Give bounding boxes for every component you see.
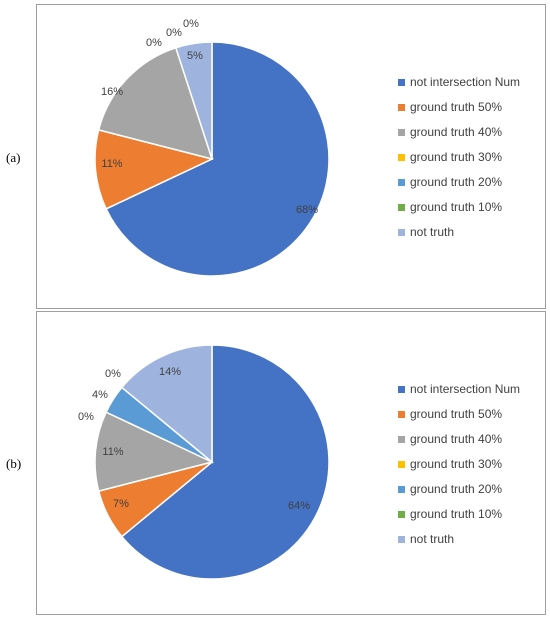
legend-swatch-ground-truth-30	[398, 461, 405, 468]
chart-frame-b: 64% 7% 11% 0% 4% 0% 14% not intersection Num gro…	[36, 311, 546, 615]
legend-swatch-not-intersection-num	[398, 386, 405, 393]
legend-swatch-not-intersection-num	[398, 79, 405, 86]
data-label-ground-truth-30: 0%	[146, 37, 162, 49]
legend-label-not-intersection-num: not intersection Num	[410, 382, 520, 396]
data-label-ground-truth-50: 11%	[101, 158, 122, 170]
pie-slice-ground-truth-50	[94, 128, 215, 210]
legend-label-not-truth: not truth	[410, 532, 454, 546]
data-label-ground-truth-10: 0%	[105, 368, 121, 380]
legend-label-ground-truth-20: ground truth 20%	[410, 175, 502, 189]
legend-swatch-ground-truth-10	[398, 511, 405, 518]
legend-label-ground-truth-10: ground truth 10%	[410, 200, 502, 214]
legend-label-ground-truth-10: ground truth 10%	[410, 507, 502, 521]
pie-chart-a: 68%11%16%0%0%0%5%not intersection Numgro…	[94, 18, 520, 277]
legend-swatch-ground-truth-10	[398, 204, 405, 211]
data-label-ground-truth-50: 7%	[113, 498, 129, 510]
legend-swatch-ground-truth-20	[398, 486, 405, 493]
data-label-ground-truth-40: 11%	[102, 446, 123, 458]
legend-label-ground-truth-50: ground truth 50%	[410, 100, 502, 114]
data-label-not-intersection-num: 64%	[288, 500, 310, 512]
data-label-ground-truth-20: 4%	[92, 389, 108, 401]
legend-label-ground-truth-40: ground truth 40%	[410, 125, 502, 139]
data-label-ground-truth-30: 0%	[78, 411, 94, 423]
chart-frame-a: 68% 11% 16% 0% 0% 0% 5% not intersection Num gro…	[36, 4, 546, 309]
data-label-ground-truth-20: 0%	[166, 27, 182, 39]
legend-swatch-ground-truth-20	[398, 179, 405, 186]
legend-label-ground-truth-50: ground truth 50%	[410, 407, 502, 421]
data-label-ground-truth-10: 0%	[183, 18, 199, 30]
pie-slice-not-truth	[120, 344, 213, 464]
pie-slice-ground-truth-40	[97, 46, 214, 161]
pie-slice-not-truth	[174, 41, 213, 160]
legend-label-ground-truth-30: ground truth 30%	[410, 457, 502, 471]
legend-swatch-ground-truth-40	[398, 129, 405, 136]
legend-label-ground-truth-40: ground truth 40%	[410, 432, 502, 446]
panel-a-label: (a)	[6, 150, 21, 165]
data-label-not-truth: 5%	[187, 50, 203, 62]
legend-swatch-ground-truth-50	[398, 104, 405, 111]
legend-swatch-not-truth	[398, 229, 405, 236]
pie-slice-not-intersection-num	[105, 41, 330, 277]
pie-slice-ground-truth-40	[94, 411, 215, 493]
pie-slice-not-intersection-num	[120, 344, 330, 580]
data-label-ground-truth-40: 16%	[101, 86, 123, 98]
data-label-not-intersection-num: 68%	[296, 204, 318, 216]
legend-label-ground-truth-30: ground truth 30%	[410, 150, 502, 164]
legend-swatch-not-truth	[398, 536, 405, 543]
legend-label-not-truth: not truth	[410, 225, 454, 239]
pie-chart-b: 64% 7% 11% 0% 4% 0% 14% not intersection Num gro…	[78, 344, 520, 580]
legend-label-not-intersection-num: not intersection Num	[410, 75, 520, 89]
legend-swatch-ground-truth-50	[398, 411, 405, 418]
legend-swatch-ground-truth-40	[398, 436, 405, 443]
legend-label-ground-truth-20: ground truth 20%	[410, 482, 502, 496]
data-label-not-truth: 14%	[159, 366, 181, 378]
legend-swatch-ground-truth-30	[398, 154, 405, 161]
panel-b-label: (b)	[6, 456, 22, 471]
